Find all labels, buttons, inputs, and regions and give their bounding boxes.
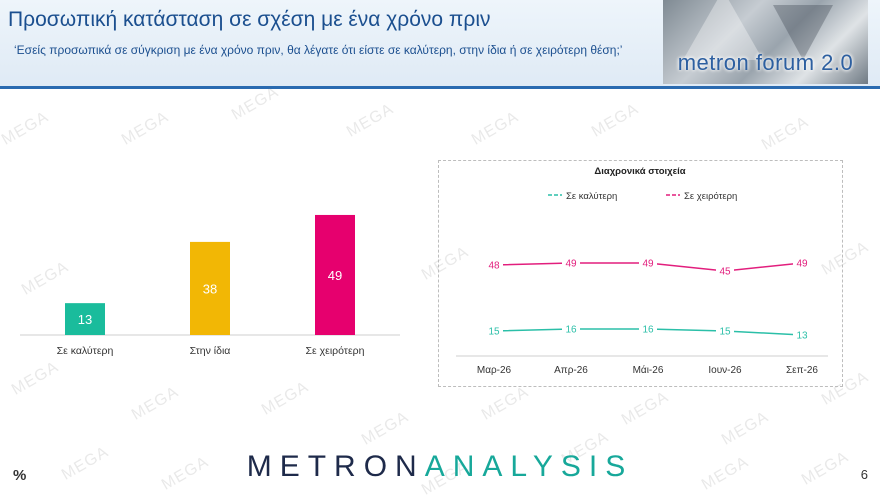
- line-data-label: 15: [719, 327, 731, 338]
- bar-chart: 13 Σε καλύτερη 38 Στην ίδια 49 Σε χειρότερη: [20, 214, 400, 357]
- page-title: Προσωπική κατάσταση σε σχέση με ένα χρόν…: [8, 8, 491, 31]
- metron-analysis-logo: METRONANALYSIS: [0, 450, 880, 484]
- x-tick-label: Μάι-26: [633, 364, 664, 376]
- bar-category-label: Σε καλύτερη: [57, 345, 114, 357]
- header-divider: [0, 86, 880, 89]
- brand-part1: METRON: [246, 450, 425, 483]
- x-tick-label: Σεπ-26: [786, 365, 818, 376]
- data-label-bg: [639, 257, 657, 269]
- watermark-text: MEGA: [758, 113, 812, 154]
- line-data-label: 45: [719, 267, 731, 278]
- line-data-label: 49: [565, 259, 577, 270]
- forum-logo-text: metron forum 2.0: [677, 50, 854, 75]
- watermark-text: MEGA: [0, 108, 52, 149]
- watermark-text: MEGA: [718, 408, 772, 449]
- line-data-label: 49: [796, 259, 808, 270]
- data-label-bg: [485, 325, 503, 337]
- legend-label: Σε χειρότερη: [684, 191, 737, 202]
- watermark-text: MEGA: [478, 383, 532, 424]
- line-data-label: 16: [642, 325, 654, 336]
- watermark-text: MEGA: [468, 108, 522, 149]
- bar-category-label: Σε χειρότερη: [306, 345, 365, 357]
- line-data-label: 16: [565, 325, 577, 336]
- data-label-bg: [793, 257, 811, 269]
- bar-category-label: Στην ίδια: [190, 345, 231, 357]
- bar: [65, 303, 105, 335]
- line-data-label: 48: [488, 261, 500, 272]
- logo-shape: [683, 0, 763, 60]
- line-data-label: 13: [796, 331, 808, 342]
- bar: [190, 241, 230, 335]
- watermark-text: MEGA: [343, 100, 397, 141]
- data-label-bg: [716, 325, 734, 337]
- line-data-label: 49: [642, 259, 654, 270]
- data-label-bg: [562, 323, 580, 335]
- brand-part2: ANALYSIS: [424, 450, 634, 483]
- data-label-bg: [793, 329, 811, 341]
- x-tick-label: Μαρ-26: [477, 365, 512, 376]
- watermark-text: MEGA: [358, 408, 412, 449]
- legend-label: Σε καλύτερη: [566, 191, 617, 202]
- x-tick-label: Ιουν-26: [708, 365, 742, 376]
- watermark-text: MEGA: [618, 388, 672, 429]
- watermark-text: MEGA: [228, 83, 282, 124]
- data-label-bg: [716, 265, 734, 277]
- header: Προσωπική κατάσταση σε σχέση με ένα χρόν…: [0, 0, 880, 86]
- page-subtitle: ‘Εσείς προσωπικά σε σύγκριση με ένα χρόν…: [14, 43, 623, 57]
- data-label-bg: [639, 323, 657, 335]
- line-chart: Διαχρονικά στοιχεία Σε καλύτερη Σε χειρότε…: [456, 166, 828, 376]
- data-label-bg: [562, 257, 580, 269]
- line-chart-panel: [438, 160, 843, 387]
- watermark-text: MEGA: [118, 108, 172, 149]
- bar-value-label: 13: [78, 312, 92, 327]
- logo-shape: [773, 5, 833, 60]
- percent-symbol: %: [13, 467, 27, 484]
- forum-logo: metron forum 2.0: [663, 0, 868, 84]
- page-number: 6: [860, 467, 868, 482]
- x-tick-label: Απρ-26: [554, 365, 588, 376]
- line-data-label: 15: [488, 327, 500, 338]
- bar-value-label: 49: [328, 268, 342, 283]
- watermark-text: MEGA: [588, 100, 642, 141]
- data-label-bg: [485, 259, 503, 271]
- bar: [315, 214, 355, 335]
- bar-value-label: 38: [203, 281, 217, 296]
- line-chart-title: Διαχρονικά στοιχεία: [594, 166, 685, 177]
